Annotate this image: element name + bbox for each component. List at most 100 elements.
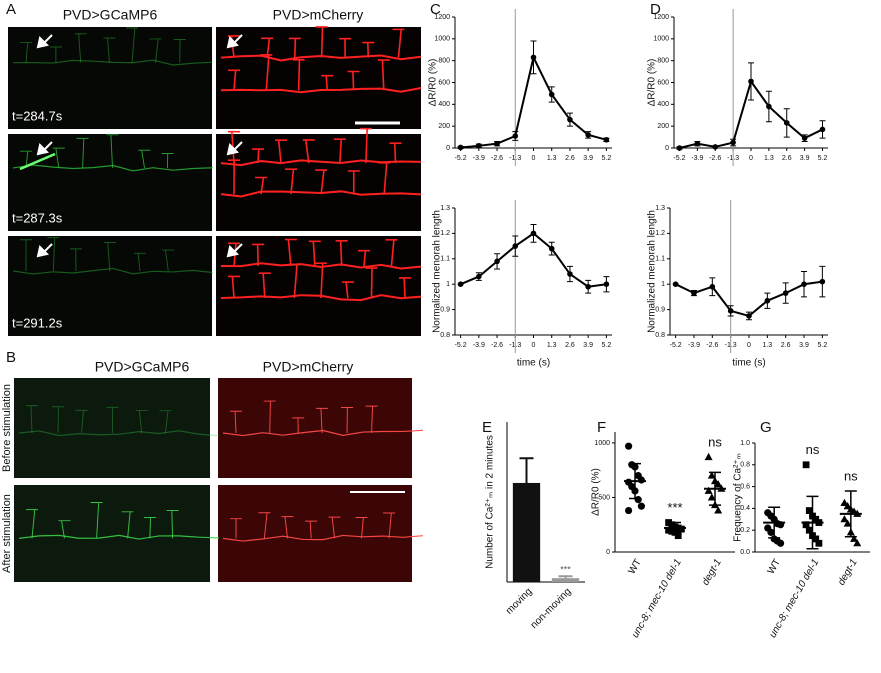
sd-bar: [844, 490, 857, 538]
data-point: [764, 297, 771, 304]
x-tick-label: 1.3: [762, 342, 772, 349]
data-point: [585, 132, 591, 138]
y-tick-label: 1000: [594, 440, 610, 447]
dendrite: [149, 38, 162, 63]
dendrite: [222, 429, 424, 437]
dendrite: [355, 516, 368, 539]
data-point: [801, 281, 807, 288]
dendrite: [362, 41, 375, 58]
dendrite: [12, 164, 214, 172]
data-point: [603, 281, 610, 288]
x-tick-label: -5.2: [673, 155, 685, 162]
dendrite: [18, 534, 220, 540]
annotation: ns: [806, 442, 820, 457]
dendrite: [12, 267, 214, 275]
sd-bar: [768, 506, 781, 539]
x-tick-label: 0: [749, 155, 753, 162]
y-tick-label: 1000: [434, 36, 450, 43]
dendrite: [392, 28, 405, 58]
data-point: [512, 133, 519, 139]
data-point: [676, 145, 683, 151]
x-tick-label: 5.2: [602, 342, 612, 349]
dendrite: [385, 239, 398, 267]
x-tick-label: -2.6: [706, 342, 718, 349]
data-point: [625, 506, 633, 515]
y-tick-label: 1.3: [440, 205, 450, 212]
dendrite: [308, 240, 321, 267]
x-tick-label: 0: [532, 155, 536, 162]
dendrite: [378, 162, 391, 195]
dendrite: [341, 407, 354, 434]
x-tick-label: 5.2: [602, 155, 612, 162]
panel-letter: E: [482, 419, 492, 436]
dendrite: [281, 516, 294, 539]
dendrite: [220, 262, 422, 270]
dendrite: [173, 38, 186, 63]
dendrite: [255, 176, 268, 195]
x-tick-label: -2.6: [709, 155, 721, 162]
data-point: [709, 283, 716, 290]
row-label: Before stimulation: [1, 384, 13, 472]
data-point: [672, 281, 679, 288]
image-header: PVD>GCaMP6: [63, 7, 158, 23]
x-tick-label: 1.3: [547, 155, 557, 162]
dendrite: [328, 516, 341, 539]
y-axis-label: Frequency of Ca²⁺ₘ: [733, 453, 744, 542]
data-point: [530, 54, 537, 61]
x-tick-label: -5.2: [670, 342, 682, 349]
dendrite: [159, 410, 172, 434]
data-point: [840, 498, 849, 506]
image-header: PVD>mCherry: [263, 359, 354, 375]
dendrite: [335, 239, 348, 267]
dendrite: [321, 74, 334, 91]
y-tick-label: 0: [665, 145, 669, 152]
y-tick-label: 1.2: [655, 230, 665, 237]
dendrite: [143, 517, 156, 539]
x-tick-label: -3.9: [473, 155, 485, 162]
dendrite: [230, 518, 242, 539]
data-point: [530, 230, 537, 237]
y-tick-label: 1.3: [655, 205, 665, 212]
y-tick-label: 1: [661, 281, 665, 288]
data-point: [567, 271, 573, 277]
y-axis-label: ΔR/R0 (%): [591, 468, 602, 516]
y-axis-label: Normalized menorah length: [647, 210, 658, 333]
dendrite: [162, 249, 175, 272]
dendrite: [166, 509, 179, 539]
arrow: [226, 141, 243, 156]
dendrite: [20, 41, 32, 63]
panel-letter: G: [760, 419, 772, 436]
arrow: [226, 34, 243, 49]
image-header: PVD>mCherry: [273, 7, 364, 23]
y-tick-label: 600: [438, 79, 450, 86]
data-point: [843, 502, 852, 510]
dendrite: [292, 417, 305, 434]
dendrite: [339, 37, 352, 58]
dendrite: [284, 238, 297, 267]
y-tick-label: 1200: [434, 14, 450, 21]
data-point: [767, 528, 775, 536]
y-tick-label: 500: [598, 494, 610, 501]
data-point: [457, 144, 464, 151]
dendrite: [260, 54, 273, 91]
micrograph: [14, 378, 210, 478]
dendrite: [47, 237, 60, 272]
data-point: [494, 140, 500, 147]
dendrite: [252, 243, 265, 267]
dendrite: [365, 405, 378, 434]
data-point: [585, 283, 591, 290]
panel-letter: B: [6, 349, 16, 366]
data-point: [805, 507, 813, 514]
dendrite: [288, 37, 301, 58]
x-axis-label: time (s): [732, 358, 765, 369]
dendrite: [302, 139, 315, 164]
y-tick-label: 1: [446, 281, 450, 288]
annotation: ns: [844, 468, 858, 483]
x-tick-label: 0: [532, 342, 536, 349]
dendrite: [126, 27, 139, 63]
y-tick-label: 0.9: [655, 306, 665, 313]
annotation: ***: [667, 500, 682, 515]
y-tick-label: 200: [438, 123, 450, 130]
dendrite: [228, 275, 240, 299]
